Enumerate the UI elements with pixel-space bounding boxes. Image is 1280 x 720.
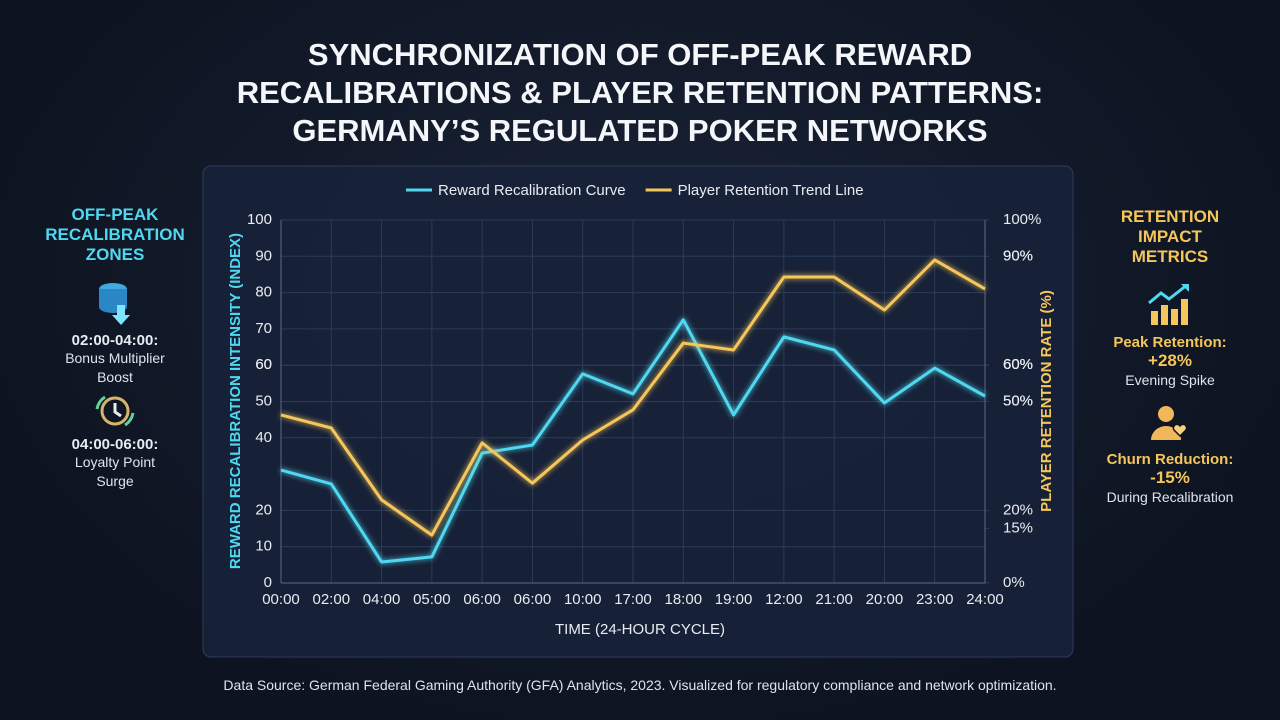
right-panel: RETENTION IMPACT METRICS Peak Retention:… [1080, 207, 1260, 507]
metric-note: During Recalibration [1106, 489, 1234, 505]
x-tick-label: 20:00 [866, 591, 904, 608]
y-tick-label: 0 [264, 574, 272, 591]
y-tick-label: 100 [247, 211, 272, 228]
y-tick-label: 60 [255, 356, 272, 373]
y-tick-label: 50 [255, 392, 272, 409]
y-tick-label: 80 [255, 284, 272, 301]
y-tick-label: 70 [255, 320, 272, 337]
y2-tick-label: 60% [1003, 356, 1033, 373]
metric-label: Churn Reduction: [1106, 451, 1234, 468]
x-tick-label: 06:00 [514, 591, 552, 608]
y2-tick-label: 100% [1003, 211, 1041, 228]
y2-tick-label: 60% [1003, 356, 1033, 373]
chart-panel [202, 165, 1074, 658]
x-tick-label: 06:00 [463, 591, 501, 608]
metric-value: -15% [1150, 468, 1190, 487]
y-tick-label: 90 [255, 247, 272, 264]
x-tick-label: 10:00 [564, 591, 602, 608]
x-tick-label: 24:00 [966, 591, 1004, 608]
panel-heading: OFF-PEAK RECALIBRATION ZONES [45, 205, 185, 264]
x-tick-label: 18:00 [665, 591, 703, 608]
y2-tick-label: 90% [1003, 247, 1033, 264]
y2-tick-label: 50% [1003, 392, 1033, 409]
series-line [280, 318, 986, 564]
x-tick-label: 12:00 [765, 591, 803, 608]
y-tick-label: 40 [255, 429, 272, 446]
metric-note: Evening Spike [1125, 372, 1215, 388]
y-axis-label: REWARD RECALIBRATION INTENSITY (INDEX) [227, 233, 244, 569]
chips-icon [99, 283, 130, 325]
y-tick-label: 60 [255, 356, 272, 373]
series-line [280, 258, 986, 537]
x-tick-label: 23:00 [916, 591, 954, 608]
y2-tick-label: 20% [1003, 501, 1033, 518]
x-tick-label: 21:00 [815, 591, 853, 608]
y2-axis-label: PLAYER RETENTION RATE (%) [1038, 290, 1055, 512]
growth-icon [1148, 283, 1189, 325]
y2-tick-label: 0% [1003, 574, 1025, 591]
x-tick-label: 02:00 [313, 591, 351, 608]
y2-tick-label: 15% [1003, 520, 1033, 537]
legend-label: Player Retention Trend Line [678, 182, 864, 199]
clock-icon [95, 395, 135, 427]
y2-tick-label: 60% [1003, 356, 1033, 373]
x-tick-label: 19:00 [715, 591, 753, 608]
zone-description: Loyalty Point Surge [74, 454, 156, 489]
y-tick-label: 20 [255, 501, 272, 518]
x-tick-label: 00:00 [262, 591, 300, 608]
title: SYNCHRONIZATION OF OFF-PEAK REWARD RECAL… [236, 37, 1044, 148]
zone-description: Bonus Multiplier Boost [65, 350, 165, 385]
person-icon [1151, 406, 1188, 440]
x-tick-label: 05:00 [413, 591, 451, 608]
zone-time: 04:00-06:00: [71, 436, 159, 453]
x-axis-label: TIME (24-HOUR CYCLE) [555, 621, 725, 638]
legend-label: Reward Recalibration Curve [438, 182, 626, 199]
panel-heading: RETENTION IMPACT METRICS [1120, 207, 1220, 266]
zone-time: 02:00-04:00: [71, 332, 159, 349]
x-tick-label: 04:00 [363, 591, 401, 608]
x-tick-label: 17:00 [614, 591, 652, 608]
y2-tick-label: 50% [1003, 392, 1033, 409]
metric-value: +28% [1148, 351, 1192, 370]
footer: Data Source: German Federal Gaming Autho… [223, 677, 1057, 693]
y2-tick-label: 90% [1003, 247, 1033, 264]
left-panel: OFF-PEAK RECALIBRATION ZONES 02:00-04:00… [40, 205, 190, 491]
y-tick-label: 10 [255, 538, 272, 555]
metric-label: Peak Retention: [1113, 334, 1227, 351]
